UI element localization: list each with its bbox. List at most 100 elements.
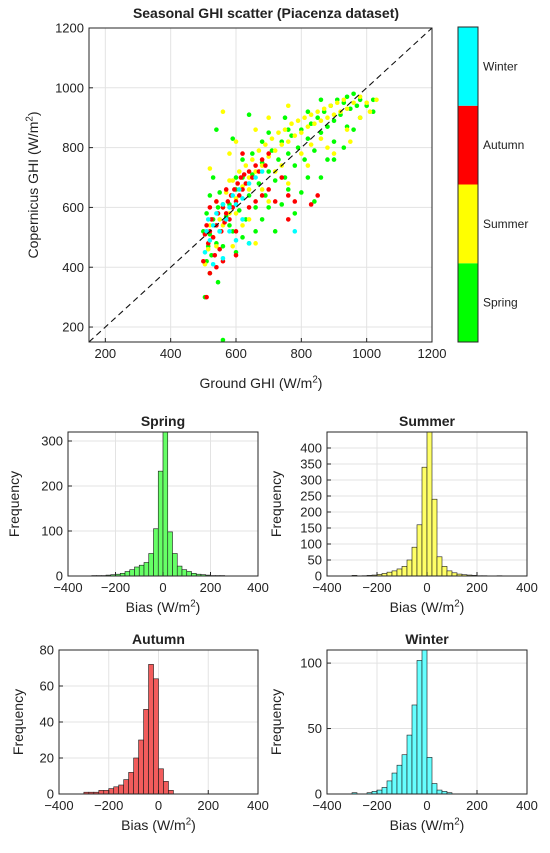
data-point <box>212 252 218 258</box>
data-point <box>266 130 271 135</box>
y-tick-label: 40 <box>40 715 54 730</box>
season-colorbar: Spring Summer Autumn Winter <box>457 26 528 343</box>
histogram-bar <box>381 787 388 795</box>
y-tick-label: 50 <box>308 553 322 568</box>
y-axis-label: Frequency <box>268 471 284 537</box>
data-point <box>214 244 219 249</box>
histogram-bar <box>129 569 135 577</box>
data-point <box>292 211 298 216</box>
data-point <box>312 148 317 153</box>
data-point <box>204 294 209 300</box>
data-point <box>344 106 350 112</box>
data-point <box>217 190 222 195</box>
y-tick-label: 1200 <box>55 21 84 36</box>
unit-close: ) <box>25 111 41 116</box>
data-point <box>243 217 249 222</box>
data-point <box>217 246 222 252</box>
data-point <box>351 127 356 132</box>
data-point <box>318 136 324 141</box>
x-tick-label: −400 <box>312 798 341 813</box>
data-point <box>315 109 320 115</box>
x-tick-label: 200 <box>94 346 116 361</box>
data-point <box>318 130 324 135</box>
data-point <box>230 178 236 183</box>
data-point <box>285 187 291 192</box>
data-point <box>269 136 275 141</box>
data-point <box>308 202 314 207</box>
data-point <box>246 217 252 222</box>
unit-superscript: 2 <box>186 816 191 827</box>
histogram-bar <box>426 757 433 795</box>
histogram-bar <box>123 779 129 795</box>
histogram-bar <box>143 562 150 577</box>
bars <box>351 431 503 577</box>
axes-frame <box>88 27 433 343</box>
data-point <box>282 175 288 180</box>
histogram-bar <box>157 470 164 577</box>
data-point <box>285 139 291 144</box>
colorbar-segment <box>458 263 478 342</box>
unit-superscript: 2 <box>454 816 459 827</box>
data-point <box>276 130 281 135</box>
data-point <box>305 124 311 129</box>
data-point <box>236 169 242 174</box>
data-point <box>246 241 252 246</box>
data-point <box>250 157 255 162</box>
y-tick-label: 20 <box>40 751 54 766</box>
data-point <box>325 145 330 150</box>
data-point <box>334 100 340 106</box>
data-point <box>236 187 242 192</box>
data-point <box>285 181 291 186</box>
histogram-bar <box>446 570 453 577</box>
data-point <box>240 235 245 240</box>
histogram-bar <box>108 788 115 795</box>
histogram-title: Summer <box>399 413 456 429</box>
x-tick-label: 200 <box>466 798 488 813</box>
colorbar-frame <box>457 26 479 343</box>
unit-superscript: 2 <box>190 598 195 609</box>
x-tick-label: 400 <box>516 798 538 813</box>
histogram-bar <box>411 704 418 795</box>
data-point <box>243 181 249 186</box>
data-point <box>253 229 258 234</box>
histogram-bar <box>391 570 398 577</box>
y-tick-label: 200 <box>41 479 63 494</box>
data-point <box>259 217 265 222</box>
data-point <box>250 151 255 156</box>
y-axis-label: Frequency <box>6 471 22 537</box>
series-summer <box>202 94 379 267</box>
data-point <box>292 133 298 138</box>
data-point <box>227 217 232 222</box>
histogram-bar <box>98 790 105 795</box>
data-point <box>256 181 262 186</box>
unit-close: ) <box>460 599 465 615</box>
histogram-bar <box>148 553 154 577</box>
histogram-bar <box>416 524 423 577</box>
scatter-panel: 200 400 600 800 1000 1200 200 400 600 800 1000 1200… <box>24 21 446 391</box>
data-point <box>210 261 216 267</box>
unit-superscript: 2 <box>24 116 35 121</box>
data-point <box>201 258 206 264</box>
data-point <box>225 199 231 204</box>
data-point <box>253 169 258 174</box>
y-tick-label: 60 <box>40 679 54 694</box>
data-point <box>253 163 258 168</box>
data-point <box>305 109 311 115</box>
data-point <box>233 211 239 216</box>
data-point <box>348 106 353 112</box>
x-tick-label: 0 <box>423 580 430 595</box>
y-tick-label: 350 <box>300 457 322 472</box>
y-tick-label: 1000 <box>55 80 84 95</box>
data-point <box>204 211 209 216</box>
x-tick-label: 400 <box>247 798 269 813</box>
data-point <box>240 187 245 192</box>
data-point <box>266 151 271 156</box>
data-point <box>325 157 330 162</box>
y-tick-label: 0 <box>47 787 54 802</box>
histogram-bar <box>167 531 173 577</box>
histogram-bar <box>176 565 183 577</box>
x-tick-label: 800 <box>290 346 312 361</box>
histogram-bar <box>426 431 433 577</box>
data-point <box>259 187 265 192</box>
